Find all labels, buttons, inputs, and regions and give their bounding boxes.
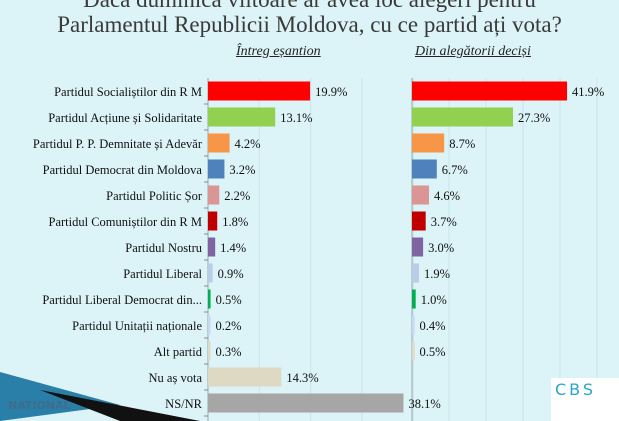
bar	[208, 185, 220, 205]
category-label: Alt partid	[154, 345, 203, 359]
bar	[412, 315, 415, 335]
decorative-swoosh	[40, 390, 200, 421]
bar	[412, 211, 426, 231]
national-logo: NAȚIONAL	[8, 399, 71, 412]
category-label: Partidul Comuniștilor din R M	[49, 215, 203, 229]
category-label: Partidul Democrat din Moldova	[43, 163, 203, 177]
category-label: Partidul Acțiune și Solidaritate	[48, 111, 202, 125]
bar	[412, 133, 445, 153]
bar	[412, 107, 514, 127]
category-label: Partidul Liberal	[123, 267, 202, 281]
bar	[208, 159, 225, 179]
bar	[208, 341, 211, 361]
data-label: 0.5%	[216, 293, 242, 307]
data-label: 3.7%	[431, 215, 457, 229]
bar	[412, 341, 415, 361]
bar	[208, 263, 213, 283]
data-label: 4.2%	[235, 137, 261, 151]
data-label: 6.7%	[442, 163, 468, 177]
data-label: 3.2%	[229, 163, 255, 177]
category-label: Partidul Unitații naționale	[72, 319, 202, 333]
data-label: 0.4%	[420, 319, 446, 333]
bar	[208, 133, 230, 153]
category-label: Partidul P. P. Demnitate și Adevăr	[33, 137, 203, 151]
data-label: 0.3%	[216, 345, 242, 359]
bar	[208, 211, 218, 231]
category-label: Partidul Liberal Democrat din...	[42, 293, 202, 307]
data-label: 14.3%	[286, 371, 318, 385]
chart-title-line2: Parlamentul Republicii Moldova, cu ce pa…	[57, 12, 562, 37]
category-label: Partidul Nostru	[125, 241, 202, 255]
data-label: 0.9%	[218, 267, 244, 281]
data-label: 2.2%	[224, 189, 250, 203]
bar	[412, 237, 424, 257]
data-label: 1.8%	[222, 215, 248, 229]
cbs-logo: CBS	[551, 378, 619, 421]
bar	[208, 315, 211, 335]
data-label: 19.9%	[315, 85, 347, 99]
chart-title-line1: Dacă duminica viitoare ar avea loc alege…	[0, 0, 619, 13]
data-label: 0.5%	[420, 345, 446, 359]
left-panel-title: Întreg eșantion	[236, 44, 321, 59]
data-label: 1.9%	[424, 267, 450, 281]
bar	[412, 263, 420, 283]
bar	[208, 393, 404, 413]
data-label: 4.6%	[434, 189, 460, 203]
bar	[208, 289, 211, 309]
bar	[412, 159, 437, 179]
data-label: 38.1%	[408, 397, 440, 411]
bar	[412, 289, 416, 309]
category-label: Nu aș vota	[149, 371, 203, 385]
category-label: Partidul Politic Șor	[106, 189, 203, 203]
bar	[208, 367, 282, 387]
data-label: 27.3%	[518, 111, 550, 125]
bar	[208, 81, 311, 101]
bar	[412, 185, 430, 205]
category-label: NS/NR	[165, 397, 202, 411]
data-label: 3.0%	[428, 241, 454, 255]
right-panel-title: Din alegătorii deciși	[415, 44, 531, 59]
bar	[208, 107, 276, 127]
data-label: 1.0%	[421, 293, 447, 307]
data-label: 13.1%	[280, 111, 312, 125]
data-label: 41.9%	[572, 85, 604, 99]
data-label: 1.4%	[220, 241, 246, 255]
data-label: 8.7%	[449, 137, 475, 151]
bar	[412, 81, 568, 101]
bar	[208, 237, 216, 257]
data-label: 0.2%	[216, 319, 242, 333]
category-label: Partidul Socialiștilor din R M	[54, 85, 202, 99]
